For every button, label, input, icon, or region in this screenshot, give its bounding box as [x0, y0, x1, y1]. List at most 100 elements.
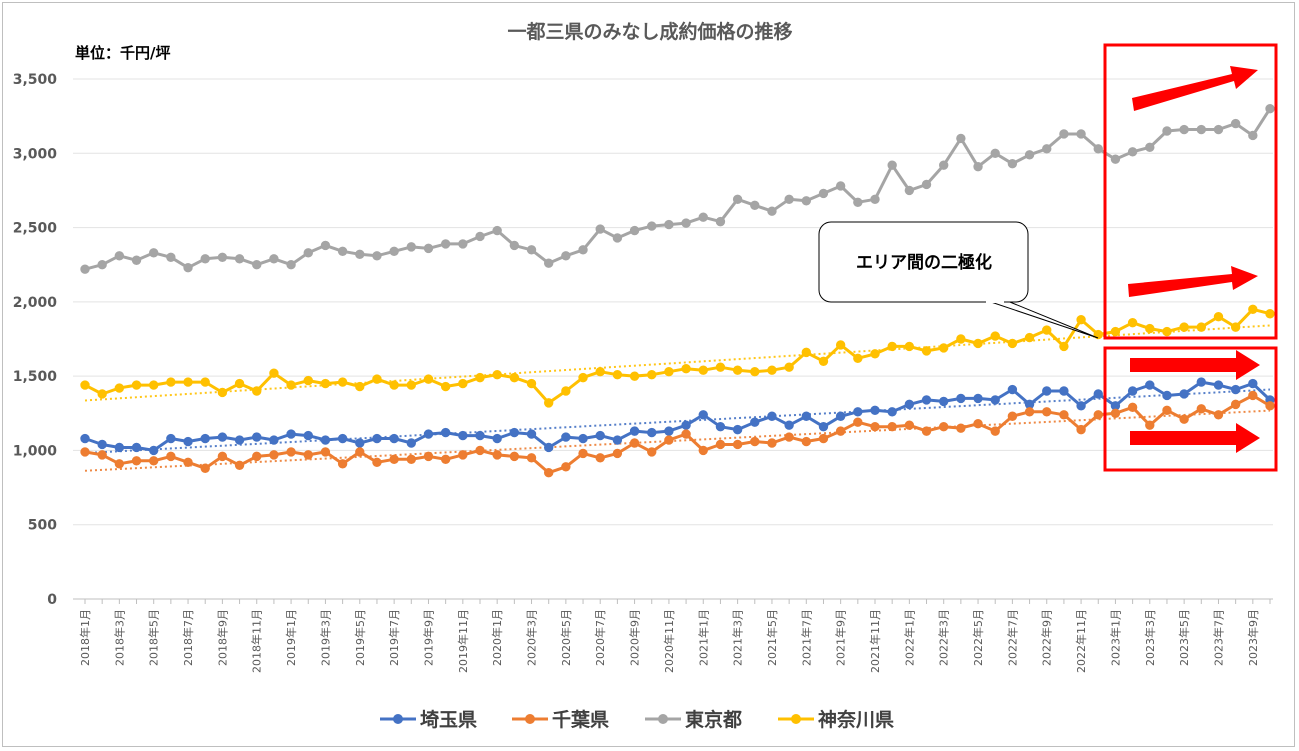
data-point	[818, 421, 829, 432]
data-point	[853, 353, 863, 364]
data-point	[1007, 411, 1018, 421]
data-point	[1076, 401, 1086, 411]
data-point	[698, 445, 708, 456]
legend-item-東京都: 東京都	[645, 708, 742, 731]
data-point	[303, 450, 313, 460]
x-tick-label: 2019年11月	[456, 609, 470, 673]
data-point	[355, 249, 365, 260]
data-point	[131, 442, 142, 453]
data-point	[492, 369, 502, 380]
data-point	[561, 251, 571, 261]
data-point	[148, 380, 159, 390]
data-point	[355, 447, 365, 457]
x-tick-label: 2018年3月	[112, 609, 126, 666]
data-point	[406, 438, 417, 448]
data-point	[750, 200, 760, 210]
data-point	[681, 364, 691, 374]
data-point	[320, 435, 331, 445]
data-point	[595, 366, 605, 377]
y-tick-label: 1,500	[13, 369, 58, 385]
data-point	[629, 426, 640, 436]
x-tick-label: 2020年9月	[628, 609, 642, 666]
data-point	[1162, 126, 1172, 136]
data-point	[1093, 389, 1103, 399]
data-point	[1196, 404, 1207, 414]
x-tick-label: 2023年7月	[1211, 609, 1225, 666]
callout-text: エリア間の二極化	[856, 252, 992, 273]
series-神奈川県	[80, 304, 1275, 408]
data-point	[715, 421, 726, 432]
data-point	[938, 160, 949, 170]
y-tick-label: 2,500	[13, 221, 58, 237]
data-point	[217, 387, 228, 398]
data-point	[526, 453, 537, 463]
data-point	[509, 240, 520, 251]
x-tick-label: 2020年11月	[662, 609, 676, 673]
data-point	[269, 254, 279, 264]
data-point	[1230, 384, 1241, 395]
data-point	[1248, 304, 1258, 314]
data-point	[835, 411, 846, 421]
data-point	[234, 378, 245, 389]
data-point	[526, 429, 537, 439]
data-point	[938, 396, 949, 407]
data-point	[578, 433, 588, 444]
data-point	[148, 248, 159, 258]
x-tick-label: 2018年7月	[181, 609, 195, 666]
x-tick-label: 2020年3月	[525, 609, 539, 666]
data-point	[166, 377, 176, 387]
data-point	[1248, 390, 1258, 401]
data-point	[389, 380, 399, 390]
data-point	[887, 160, 897, 170]
data-point	[303, 248, 313, 258]
data-point	[423, 243, 434, 254]
x-tick-label: 2022年3月	[937, 609, 951, 666]
data-point	[956, 393, 966, 404]
x-tick-label: 2023年5月	[1177, 609, 1191, 666]
data-point	[818, 188, 829, 199]
unit-label: 単位：千円/坪	[75, 44, 170, 62]
data-point	[835, 181, 846, 191]
y-tick-label: 500	[28, 518, 57, 534]
data-point	[921, 426, 932, 436]
data-point	[1093, 410, 1103, 420]
y-tick-label: 3,500	[13, 72, 58, 88]
data-point	[853, 197, 863, 208]
data-point	[750, 417, 760, 427]
data-point	[818, 433, 829, 444]
data-point	[543, 258, 554, 268]
data-point	[561, 432, 571, 442]
data-point	[1162, 390, 1172, 401]
data-point	[97, 389, 107, 399]
data-point	[80, 447, 90, 457]
data-point	[80, 380, 90, 390]
data-point	[784, 362, 794, 372]
data-point	[647, 447, 657, 457]
legend-marker	[393, 714, 403, 724]
x-tick-label: 2021年7月	[799, 609, 813, 666]
data-point	[629, 225, 640, 236]
data-point	[389, 246, 399, 257]
data-point	[1145, 323, 1155, 334]
data-point	[183, 436, 193, 447]
data-point	[629, 371, 640, 381]
data-point	[1042, 144, 1052, 154]
x-tick-label: 2019年9月	[421, 609, 435, 666]
data-point	[1145, 420, 1155, 430]
data-point	[956, 334, 966, 344]
data-point	[698, 365, 708, 375]
data-point	[492, 450, 502, 460]
highlight-box-saitama-chiba	[1103, 346, 1278, 472]
data-point	[1196, 322, 1207, 332]
data-point	[938, 421, 949, 432]
data-point	[131, 380, 142, 390]
data-point	[956, 133, 966, 144]
data-point	[595, 453, 605, 463]
data-point	[458, 450, 468, 460]
data-point	[217, 252, 228, 262]
data-point	[767, 438, 777, 448]
data-point	[801, 411, 812, 421]
data-point	[234, 460, 245, 470]
data-point	[355, 381, 365, 392]
data-point	[767, 411, 777, 421]
